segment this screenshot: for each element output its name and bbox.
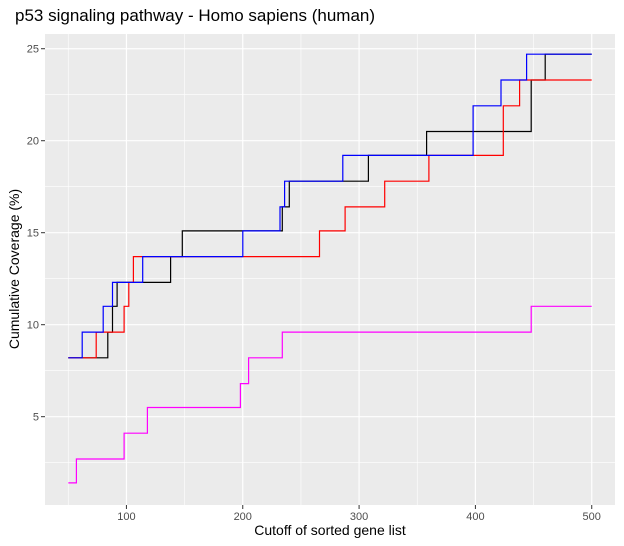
x-tick-label: 200 xyxy=(234,511,252,523)
x-tick-label: 400 xyxy=(466,511,484,523)
series-line-1 xyxy=(68,53,592,359)
series-line-3 xyxy=(68,53,592,359)
x-tick-label: 300 xyxy=(350,511,368,523)
y-axis-ticks: 5 10 15 20 25 xyxy=(27,44,45,424)
x-tick-label: 100 xyxy=(117,511,135,523)
series-line-4 xyxy=(68,305,592,484)
series-line-2 xyxy=(68,79,592,359)
y-tick-label: 15 xyxy=(27,228,39,240)
plot-panel xyxy=(45,34,615,505)
series-group xyxy=(68,53,592,484)
y-tick-label: 20 xyxy=(27,136,39,148)
grid-major xyxy=(45,34,615,505)
chart-title: p53 signaling pathway - Homo sapiens (hu… xyxy=(15,6,375,25)
x-axis-title: Cutoff of sorted gene list xyxy=(254,522,406,538)
x-axis-ticks: 100 200 300 400 500 xyxy=(117,505,601,523)
y-axis-title: Cumulative Coverage (%) xyxy=(6,189,22,349)
y-tick-label: 5 xyxy=(33,412,39,424)
y-tick-label: 10 xyxy=(27,320,39,332)
x-tick-label: 500 xyxy=(583,511,601,523)
y-tick-label: 25 xyxy=(27,44,39,56)
